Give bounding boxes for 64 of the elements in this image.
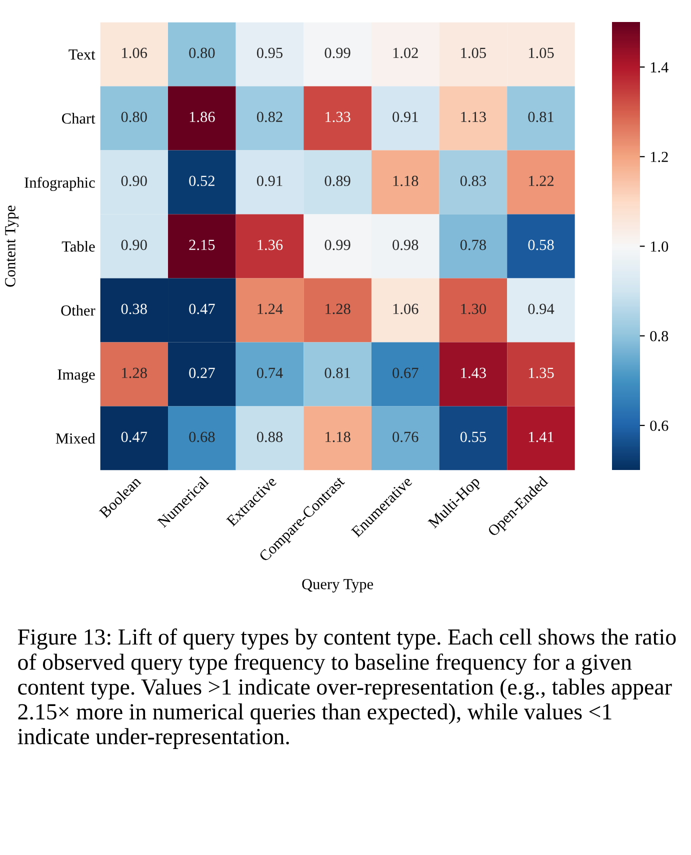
data-label: 0.90 <box>121 176 147 186</box>
data-label: 1.28 <box>326 304 350 314</box>
data-label: 0.95 <box>256 48 283 58</box>
data-label: 0.99 <box>324 48 350 58</box>
data-label: 1.36 <box>258 240 283 250</box>
data-label: 0.55 <box>460 432 486 442</box>
data-label: 0.76 <box>392 432 418 442</box>
y-axis-title: Content Type <box>5 206 19 287</box>
y-tick-label: Other <box>61 304 96 316</box>
data-label: 1.24 <box>258 304 283 314</box>
data-label: 0.68 <box>189 432 215 442</box>
data-label: 0.74 <box>256 368 283 378</box>
data-label: 0.81 <box>324 368 350 378</box>
data-label: 1.22 <box>528 176 554 186</box>
data-label: 1.30 <box>461 304 486 314</box>
data-label: 0.98 <box>392 240 418 250</box>
data-label: 1.33 <box>326 112 350 122</box>
x-axis-title: Query Type <box>302 579 374 592</box>
data-label: 0.82 <box>256 112 282 122</box>
y-tick-label: Table <box>62 240 95 252</box>
y-tick-label: Mixed <box>56 432 96 444</box>
data-label: 2.15 <box>189 240 215 250</box>
data-label: 0.47 <box>121 432 148 442</box>
data-label: 0.80 <box>189 48 215 58</box>
data-label: 1.28 <box>122 368 147 378</box>
data-label: 0.78 <box>460 240 486 250</box>
color-bar-label: 1.0 <box>650 241 668 252</box>
data-label: 0.99 <box>324 240 350 250</box>
data-label: 1.18 <box>326 432 350 442</box>
color-bar-label: 0.8 <box>650 330 668 342</box>
data-label: 0.94 <box>528 304 554 314</box>
data-label: 0.67 <box>392 368 418 378</box>
data-label: 0.58 <box>528 240 554 250</box>
y-tick-label: Text <box>68 50 96 60</box>
data-label: 1.43 <box>461 368 486 378</box>
color-bar-label: 1.2 <box>650 152 668 162</box>
data-label: 1.13 <box>461 112 486 122</box>
data-label: 1.05 <box>528 48 554 58</box>
data-label: 1.02 <box>393 48 418 58</box>
color-bar-label: 0.6 <box>650 420 668 431</box>
data-label: 1.05 <box>461 48 486 58</box>
data-label: 0.83 <box>460 176 486 186</box>
color-bar-label: 1.4 <box>650 62 668 73</box>
y-tick-label: Infographic <box>24 176 95 191</box>
caption: Figure 13: Lift of query types by content type. Each cell shows the ratio of observed query type frequency to baseline frequency for a given content type. Values >1 indicate over-representation (e.g., tables appear 2.15× more in numerical queries than expected), while values <1 indicate under-representation. <box>18 628 676 749</box>
data-label: 0.89 <box>324 176 350 186</box>
data-label: 0.91 <box>392 112 418 122</box>
data-label: 0.90 <box>121 240 147 250</box>
data-label: 0.91 <box>256 176 282 186</box>
data-label: 1.86 <box>190 112 215 122</box>
data-label: 1.18 <box>393 176 418 186</box>
data-label: 0.38 <box>121 304 147 314</box>
data-label: 1.06 <box>122 48 148 58</box>
data-label: 0.47 <box>189 304 215 314</box>
data-label: 0.81 <box>528 112 554 122</box>
data-label: 0.80 <box>121 112 147 122</box>
data-label: 1.06 <box>393 304 418 314</box>
data-label: 0.88 <box>256 432 283 442</box>
data-label: 0.27 <box>189 368 215 378</box>
data-label: 0.52 <box>189 176 214 186</box>
y-tick-label: Image <box>58 370 95 383</box>
data-label: 1.41 <box>528 432 554 442</box>
data-label: 1.35 <box>528 368 554 378</box>
y-tick-label: Chart <box>62 112 96 124</box>
